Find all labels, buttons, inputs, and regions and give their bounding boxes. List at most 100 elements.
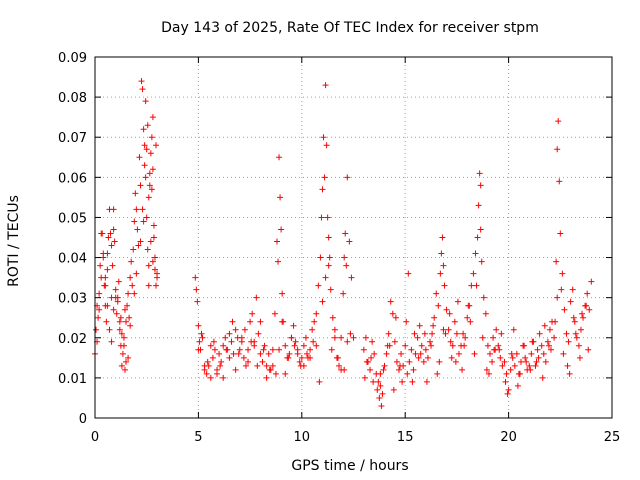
data-point [561, 306, 568, 313]
data-point [554, 146, 561, 153]
data-point [422, 346, 429, 353]
data-point [143, 214, 150, 221]
x-tick-label: 5 [194, 430, 202, 445]
data-point [490, 334, 497, 341]
data-point [499, 362, 506, 369]
data-point [575, 342, 582, 349]
data-point [317, 254, 324, 261]
data-point [477, 226, 484, 233]
data-point [551, 334, 558, 341]
data-point [392, 314, 399, 321]
data-point [397, 362, 404, 369]
data-point [438, 250, 445, 257]
data-point [194, 298, 201, 305]
data-point [470, 270, 477, 277]
data-point [315, 282, 322, 289]
data-point [504, 390, 511, 397]
data-point [145, 282, 152, 289]
data-point [435, 302, 442, 309]
data-point [247, 318, 254, 325]
data-point [566, 370, 573, 377]
data-point [583, 302, 590, 309]
data-point [273, 238, 280, 245]
data-point [137, 182, 144, 189]
data-point [471, 350, 478, 357]
data-point [230, 350, 237, 357]
data-point [344, 338, 351, 345]
data-point [360, 346, 367, 353]
data-point [290, 322, 297, 329]
data-point [121, 366, 128, 373]
data-point [429, 330, 436, 337]
data-point [222, 334, 229, 341]
data-point [495, 342, 502, 349]
data-point [381, 362, 388, 369]
data-point [257, 350, 264, 357]
x-tick-labels: 0 5 10 15 20 25 [91, 430, 620, 445]
data-point [145, 194, 152, 201]
data-point [278, 226, 285, 233]
data-point [377, 370, 384, 377]
data-point [498, 330, 505, 337]
data-point [110, 226, 117, 233]
data-point [482, 310, 489, 317]
data-point [389, 310, 396, 317]
data-point [226, 354, 233, 361]
data-point [196, 338, 203, 345]
data-point [539, 374, 546, 381]
data-point [484, 342, 491, 349]
data-point [271, 310, 278, 317]
data-point [431, 314, 438, 321]
data-point [327, 286, 334, 293]
data-point [340, 290, 347, 297]
data-point [368, 354, 375, 361]
data-point [341, 254, 348, 261]
data-point [192, 274, 199, 281]
data-point [572, 330, 579, 337]
data-point [266, 366, 273, 373]
data-point [108, 242, 115, 249]
data-point [363, 358, 370, 365]
x-tick-label: 20 [500, 430, 517, 445]
data-point [248, 338, 255, 345]
data-point [259, 358, 266, 365]
data-point [120, 342, 127, 349]
data-point [276, 154, 283, 161]
data-point [409, 378, 416, 385]
data-point [146, 170, 153, 177]
y-tick-label: 0.09 [58, 51, 87, 66]
data-point [113, 310, 120, 317]
data-point [298, 354, 305, 361]
data-point [261, 342, 268, 349]
data-point [385, 330, 392, 337]
data-point [529, 338, 536, 345]
data-point [377, 382, 384, 389]
data-point [198, 330, 205, 337]
data-point [325, 262, 332, 269]
data-point [275, 258, 282, 265]
data-point [475, 202, 482, 209]
y-tick-label: 0.01 [58, 372, 87, 387]
data-point [140, 218, 147, 225]
y-tick-label: 0.02 [58, 332, 87, 347]
data-point [502, 378, 509, 385]
data-point [449, 342, 456, 349]
data-point [93, 326, 100, 333]
data-point [580, 314, 587, 321]
data-point [558, 286, 565, 293]
data-point [391, 338, 398, 345]
data-point [226, 330, 233, 337]
data-point [238, 334, 245, 341]
y-tick-labels: 0 0.01 0.02 0.03 0.04 0.05 0.06 0.07 0.08 0.09 [58, 51, 87, 427]
data-point [331, 326, 338, 333]
data-point [346, 238, 353, 245]
data-point [513, 350, 520, 357]
data-point [282, 370, 289, 377]
x-tick-label: 0 [91, 430, 99, 445]
data-point [379, 390, 386, 397]
data-point [322, 82, 329, 89]
data-point [149, 166, 156, 173]
data-point [464, 314, 471, 321]
data-point [526, 362, 533, 369]
data-point [269, 346, 276, 353]
